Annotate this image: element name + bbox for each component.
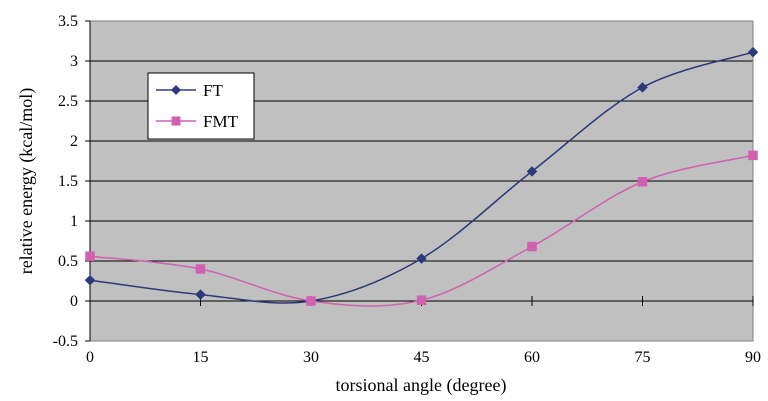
legend-label-ft: FT (203, 81, 223, 100)
data-point-ft (637, 82, 648, 93)
y-tick-label: 0 (70, 293, 78, 310)
data-point-fmt (416, 295, 427, 305)
data-point-ft (526, 166, 538, 177)
legend: FT FMT (147, 72, 255, 140)
x-tick-label: 60 (524, 349, 540, 366)
y-tick-label: 3 (70, 53, 78, 70)
data-point-ft (747, 46, 759, 58)
x-tick-label: 90 (745, 349, 761, 366)
y-tick-label: 0.5 (58, 253, 78, 270)
legend-marker-fmt (171, 116, 181, 126)
y-tick-label: 1 (70, 213, 78, 230)
data-point-fmt (637, 177, 648, 187)
legend-label-fmt: FMT (203, 112, 239, 131)
y-axis-label: relative energy (kcal/mol) (16, 88, 37, 275)
data-point-fmt (85, 251, 95, 261)
y-tick-label: -0.5 (53, 333, 78, 350)
legend-box (147, 72, 255, 140)
x-tick-label: 45 (414, 349, 430, 366)
data-point-ft (84, 274, 96, 286)
x-tick-label: 15 (193, 349, 209, 366)
data-point-fmt (306, 296, 316, 306)
x-axis-label: torsional angle (degree) (336, 375, 507, 396)
y-tick-label: 2 (70, 133, 78, 150)
data-point-fmt (195, 264, 206, 274)
data-point-fmt (527, 241, 537, 252)
y-tick-label: 3.5 (58, 13, 78, 30)
data-point-fmt (748, 150, 758, 161)
y-tick-label: 1.5 (58, 173, 78, 190)
legend-marker-ft (171, 85, 181, 95)
data-point-ft (195, 289, 206, 300)
data-point-ft (416, 253, 427, 264)
series-group (84, 46, 759, 307)
x-tick-label: 0 (86, 349, 94, 366)
x-tick-label: 75 (635, 349, 651, 366)
y-tick-labels: -0.5 0 0.5 1 1.5 2 2.5 3 3.5 (53, 13, 78, 350)
x-tick-labels: 0 15 30 45 60 75 90 (86, 349, 761, 366)
x-tick-label: 30 (303, 349, 319, 366)
y-tick-label: 2.5 (58, 93, 78, 110)
